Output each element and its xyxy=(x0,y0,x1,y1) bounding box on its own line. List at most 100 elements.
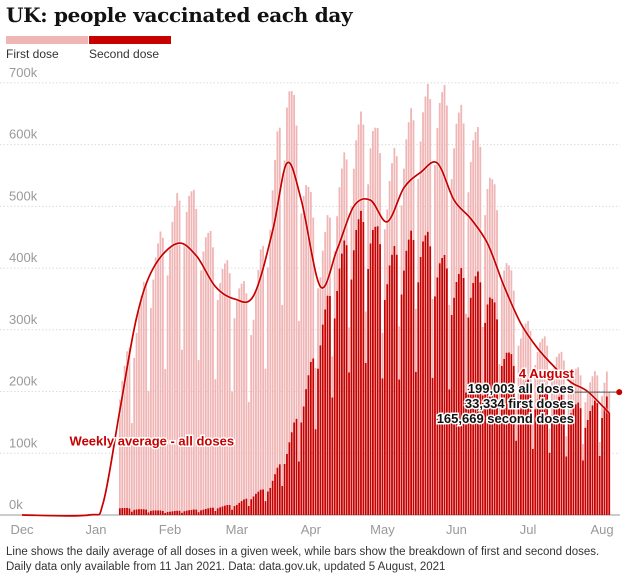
bar-second-dose xyxy=(386,284,389,515)
legend-swatch-second-dose xyxy=(89,36,171,44)
bar-second-dose xyxy=(410,230,412,516)
x-tick-label: Jul xyxy=(520,522,537,537)
bar-second-dose xyxy=(548,452,551,515)
bar-first-dose xyxy=(364,311,367,363)
bar-second-dose xyxy=(250,499,253,515)
bar-second-dose xyxy=(243,499,245,515)
bar-second-dose xyxy=(496,319,498,515)
bar-first-dose xyxy=(207,232,210,509)
legend-swatch-first-dose xyxy=(6,36,88,44)
bar-second-dose xyxy=(383,299,386,515)
bar-second-dose xyxy=(293,422,296,515)
bar-first-dose xyxy=(596,375,599,403)
bar-second-dose xyxy=(448,389,451,515)
bar-first-dose xyxy=(238,288,241,503)
bar-first-dose xyxy=(333,251,336,319)
bar-second-dose xyxy=(531,448,534,515)
bar-second-dose xyxy=(381,378,384,515)
bar-first-dose xyxy=(457,112,460,274)
bar-second-dose xyxy=(302,406,305,515)
bar-second-dose xyxy=(395,254,398,515)
bar-first-dose xyxy=(288,91,291,443)
bar-first-dose xyxy=(589,382,592,411)
bar-second-dose xyxy=(343,240,346,515)
bar-first-dose xyxy=(572,371,575,407)
bar-first-dose xyxy=(434,164,436,297)
bar-second-dose xyxy=(438,263,441,515)
bar-first-dose xyxy=(488,177,491,298)
bar-first-dose xyxy=(307,186,310,376)
x-tick-label: May xyxy=(370,522,395,537)
x-tick-labels: Dec Jan Feb Mar Apr May Jun Jul Aug xyxy=(10,522,613,537)
bar-second-dose xyxy=(329,295,331,515)
bar-first-dose xyxy=(352,168,355,251)
bar-first-dose xyxy=(169,246,171,512)
bar-second-dose xyxy=(219,507,222,515)
bar-first-dose xyxy=(436,127,439,278)
bar-first-dose xyxy=(247,401,250,506)
bar-first-dose xyxy=(376,128,379,227)
annotation-dot xyxy=(616,389,623,396)
bar-first-dose xyxy=(185,211,188,511)
bar-first-dose xyxy=(467,192,470,318)
bar-first-dose xyxy=(362,124,365,222)
bar-second-dose xyxy=(419,256,422,515)
bar-first-dose xyxy=(214,379,217,511)
bar-first-dose xyxy=(295,125,298,419)
bar-second-dose xyxy=(214,510,217,515)
bar-first-dose xyxy=(527,320,529,380)
bar-second-dose xyxy=(465,392,467,515)
bar-second-dose xyxy=(510,354,513,515)
bar-second-dose xyxy=(135,509,138,515)
bar-second-dose xyxy=(462,277,465,515)
bar-second-dose xyxy=(262,489,264,515)
bar-second-dose xyxy=(503,358,506,515)
y-tick-label: 600k xyxy=(9,127,38,142)
bar-second-dose xyxy=(376,226,379,515)
weekly-average-line-group: Weekly average - all doses xyxy=(21,160,611,518)
bar-first-dose xyxy=(505,263,508,353)
bar-first-dose xyxy=(360,111,362,211)
x-tick-label: Feb xyxy=(159,522,181,537)
bar-first-dose xyxy=(312,217,315,359)
bar-second-dose xyxy=(414,371,417,515)
bar-first-dose xyxy=(209,230,212,508)
bar-second-dose xyxy=(541,389,544,515)
bar-first-dose xyxy=(450,178,453,315)
bar-first-dose xyxy=(324,232,327,310)
bar-second-dose xyxy=(608,412,611,515)
bar-first-dose xyxy=(531,420,534,449)
bar-second-dose xyxy=(321,324,324,515)
bar-first-dose xyxy=(221,268,224,507)
bar-first-dose xyxy=(317,288,319,369)
bar-second-dose xyxy=(238,502,241,515)
bar-first-dose xyxy=(309,192,312,362)
bar-first-dose xyxy=(300,213,303,423)
bar-first-dose xyxy=(486,189,489,305)
bar-second-dose xyxy=(245,498,248,515)
bar-first-dose xyxy=(553,365,556,407)
bar-second-dose xyxy=(572,406,575,515)
bar-second-dose xyxy=(326,295,329,515)
x-tick-label: Apr xyxy=(301,522,322,537)
bar-second-dose xyxy=(467,317,470,515)
bar-second-dose xyxy=(488,297,491,515)
bar-second-dose xyxy=(596,402,599,515)
bar-first-dose xyxy=(183,243,186,512)
bar-first-dose xyxy=(329,217,331,296)
bar-first-dose xyxy=(472,140,475,283)
x-tick-label: Dec xyxy=(10,522,34,537)
bar-first-dose xyxy=(123,365,126,508)
bar-first-dose xyxy=(197,360,200,513)
bar-first-dose xyxy=(603,382,606,407)
bar-second-dose xyxy=(577,402,580,515)
bar-first-dose xyxy=(130,423,133,512)
bar-first-dose xyxy=(584,402,587,428)
bar-first-dose xyxy=(152,279,155,511)
bar-first-dose xyxy=(438,102,441,264)
bar-first-dose xyxy=(496,210,498,320)
bar-first-dose xyxy=(157,243,159,511)
bar-second-dose xyxy=(298,461,300,515)
bar-first-dose xyxy=(161,237,164,511)
bar-second-dose xyxy=(178,510,181,515)
